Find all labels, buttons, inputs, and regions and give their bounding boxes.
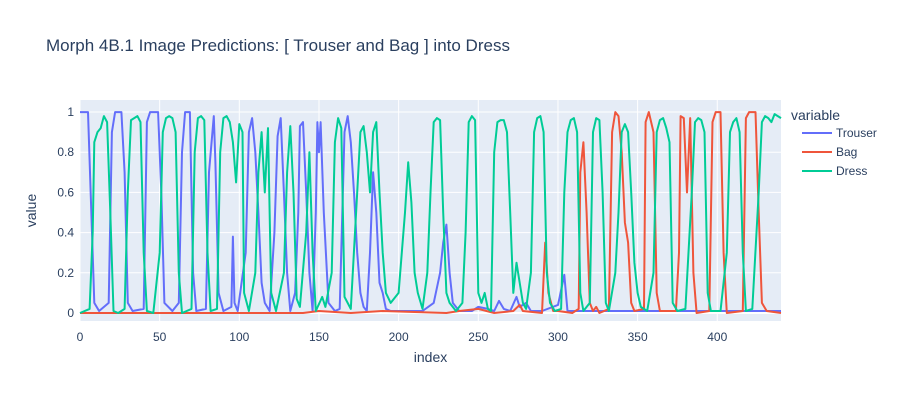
x-axis-ticks: 0 50 100 150 200 250 300 350 400 [77,330,728,344]
series-line-dress [79,113,782,314]
y-tick-label: 1 [67,105,74,119]
legend-title: variable [791,107,840,123]
y-tick-label: 0.6 [57,185,74,199]
x-tick-label: 50 [153,330,167,344]
x-tick-label: 250 [468,330,488,344]
series-line-trouser [80,111,781,312]
legend-label: Trouser [836,126,877,140]
x-axis-title: index [414,349,447,365]
legend-label: Bag [836,145,857,159]
x-tick-label: 150 [309,330,329,344]
legend[interactable]: variable Trouser Bag Dress [791,107,877,178]
legend-item-dress[interactable]: Dress [802,164,867,178]
series-lines [79,111,782,314]
y-tick-label: 0.8 [57,145,74,159]
x-tick-label: 0 [77,330,84,344]
y-axis-title: value [23,194,39,228]
x-tick-label: 300 [548,330,568,344]
legend-item-bag[interactable]: Bag [802,145,857,159]
series-line-bag [80,111,782,314]
x-tick-label: 350 [628,330,648,344]
y-tick-label: 0.2 [57,266,74,280]
legend-item-trouser[interactable]: Trouser [802,126,877,140]
legend-label: Dress [836,164,867,178]
x-tick-label: 400 [707,330,727,344]
chart-title: Morph 4B.1 Image Predictions: [ Trouser … [46,36,510,55]
y-axis-ticks: 0 0.2 0.4 0.6 0.8 1 [57,105,74,320]
x-tick-label: 200 [389,330,409,344]
y-tick-label: 0 [67,306,74,320]
y-tick-label: 0.4 [57,226,74,240]
x-tick-label: 100 [229,330,249,344]
